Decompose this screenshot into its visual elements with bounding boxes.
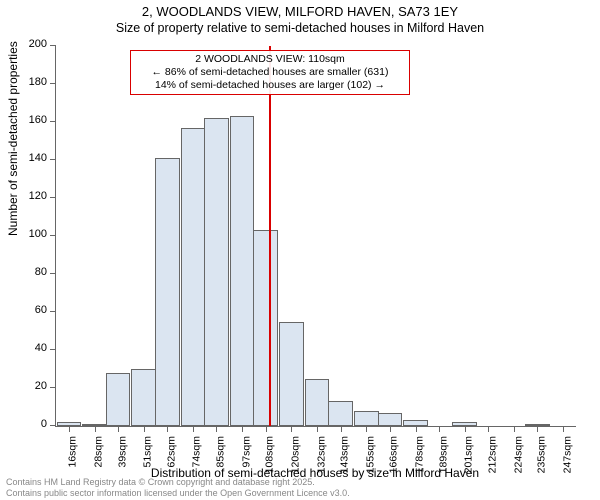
- x-tick: 143sqm: [341, 426, 342, 432]
- plot-area: 2 WOODLANDS VIEW: 110sqm ← 86% of semi-d…: [55, 46, 576, 427]
- x-tick-label: 16sqm: [67, 436, 79, 468]
- y-tick-label: 180: [29, 76, 47, 88]
- y-tick-label: 0: [41, 418, 47, 430]
- x-tick: 224sqm: [514, 426, 515, 432]
- x-tick: 16sqm: [69, 426, 70, 432]
- y-tick-label: 60: [35, 304, 47, 316]
- x-tick-label: 62sqm: [165, 436, 177, 468]
- x-tick: 235sqm: [537, 426, 538, 432]
- footer-line-1: Contains HM Land Registry data © Crown c…: [6, 477, 350, 487]
- histogram-bar: [181, 128, 206, 426]
- x-tick: 247sqm: [563, 426, 564, 432]
- histogram-bar: [131, 369, 156, 426]
- x-tick: 120sqm: [291, 426, 292, 432]
- footer: Contains HM Land Registry data © Crown c…: [6, 477, 350, 498]
- x-tick-label: 85sqm: [214, 436, 226, 468]
- histogram-bar: [155, 158, 180, 426]
- annotation-line-2: ← 86% of semi-detached houses are smalle…: [135, 66, 405, 79]
- x-tick-label: 74sqm: [191, 436, 203, 468]
- x-tick: 132sqm: [317, 426, 318, 432]
- x-tick: 62sqm: [167, 426, 168, 432]
- histogram-bar: [305, 379, 330, 427]
- x-tick-label: 28sqm: [93, 436, 105, 468]
- annotation-line-1: 2 WOODLANDS VIEW: 110sqm: [135, 53, 405, 66]
- annotation-box: 2 WOODLANDS VIEW: 110sqm ← 86% of semi-d…: [130, 50, 410, 95]
- annotation-line-3: 14% of semi-detached houses are larger (…: [135, 79, 405, 92]
- histogram-bar: [204, 118, 229, 426]
- title-block: 2, WOODLANDS VIEW, MILFORD HAVEN, SA73 1…: [0, 4, 600, 35]
- y-tick-label: 20: [35, 380, 47, 392]
- title-line-1: 2, WOODLANDS VIEW, MILFORD HAVEN, SA73 1…: [0, 4, 600, 19]
- histogram-bar: [253, 230, 278, 426]
- x-tick-label: 51sqm: [142, 436, 154, 468]
- x-tick: 166sqm: [390, 426, 391, 432]
- x-tick: 178sqm: [416, 426, 417, 432]
- y-tick-label: 140: [29, 152, 47, 164]
- x-tick: 108sqm: [266, 426, 267, 432]
- y-tick-label: 160: [29, 114, 47, 126]
- x-tick-label: 97sqm: [240, 436, 252, 468]
- highlight-line: [269, 46, 271, 426]
- histogram-bar: [378, 413, 403, 426]
- histogram-bar: [230, 116, 255, 426]
- histogram-bar: [106, 373, 131, 426]
- x-tick: 97sqm: [242, 426, 243, 432]
- histogram-bar: [279, 322, 304, 427]
- y-ticks: 020406080100120140160180200: [0, 46, 55, 426]
- y-tick-label: 100: [29, 228, 47, 240]
- y-tick-label: 80: [35, 266, 47, 278]
- x-tick: 189sqm: [439, 426, 440, 432]
- histogram-bar: [328, 401, 353, 426]
- x-tick-label: 39sqm: [116, 436, 128, 468]
- x-tick: 74sqm: [193, 426, 194, 432]
- x-tick: 39sqm: [118, 426, 119, 432]
- y-tick-label: 200: [29, 38, 47, 50]
- bars-layer: [56, 46, 576, 426]
- y-tick-label: 40: [35, 342, 47, 354]
- x-tick: 212sqm: [488, 426, 489, 432]
- chart-root: 2, WOODLANDS VIEW, MILFORD HAVEN, SA73 1…: [0, 0, 600, 500]
- y-tick-label: 120: [29, 190, 47, 202]
- histogram-bar: [354, 411, 379, 426]
- x-tick: 85sqm: [216, 426, 217, 432]
- x-tick: 51sqm: [144, 426, 145, 432]
- x-tick: 155sqm: [366, 426, 367, 432]
- x-tick: 201sqm: [465, 426, 466, 432]
- footer-line-2: Contains public sector information licen…: [6, 488, 350, 498]
- title-line-2: Size of property relative to semi-detach…: [0, 21, 600, 35]
- x-tick: 28sqm: [95, 426, 96, 432]
